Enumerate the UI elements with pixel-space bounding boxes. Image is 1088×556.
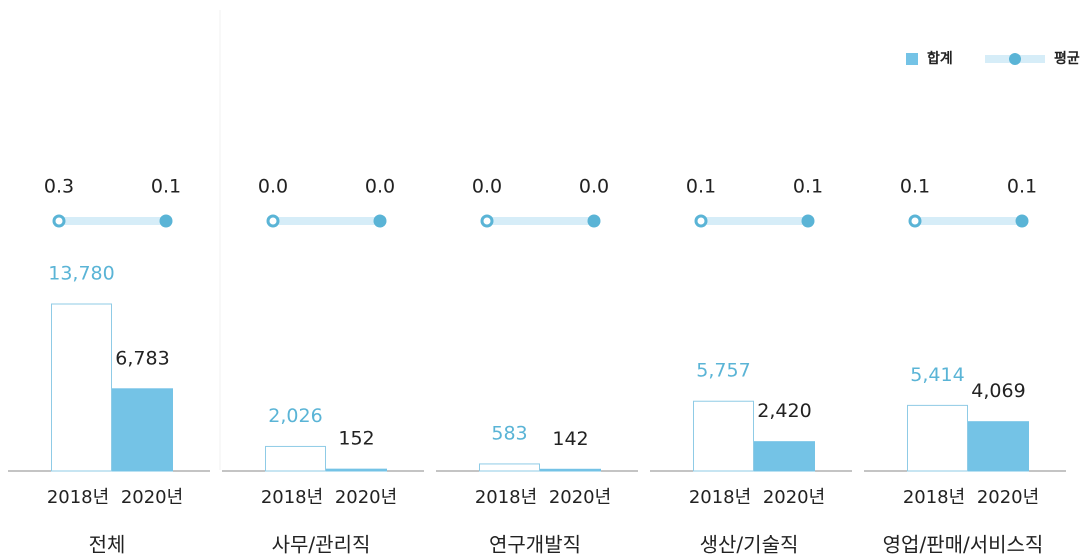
avg-value-label: 0.3: [44, 176, 74, 198]
avg-dot: [587, 214, 601, 228]
avg-dot: [801, 214, 815, 228]
category-label: 연구개발직: [489, 533, 581, 556]
legend-swatch: [906, 53, 918, 65]
year-label: 2018년: [475, 487, 537, 508]
bar-value-label: 6,783: [115, 347, 169, 369]
bar: [479, 463, 540, 472]
avg-value-label: 0.1: [1007, 176, 1037, 198]
avg-value-label: 0.0: [472, 176, 502, 198]
bar: [112, 388, 173, 472]
avg-value-label: 0.1: [900, 176, 930, 198]
bar: [265, 445, 326, 472]
avg-band: [701, 217, 808, 225]
avg-band: [273, 217, 380, 225]
bar: [907, 404, 968, 472]
category-label: 생산/기술직: [700, 533, 799, 556]
category-label: 영업/판매/서비스직: [883, 533, 1044, 556]
bar-value-label: 4,069: [971, 380, 1025, 402]
bar: [754, 441, 815, 472]
bar-value-label: 583: [491, 422, 527, 444]
year-label: 2020년: [121, 487, 183, 508]
avg-band: [59, 217, 166, 225]
bar-value-label: 5,414: [910, 364, 964, 386]
legend-label: 합계: [927, 50, 953, 67]
avg-dot: [266, 214, 280, 228]
bar: [326, 468, 387, 472]
year-label: 2018년: [47, 487, 109, 508]
year-label: 2020년: [335, 487, 397, 508]
bar-value-label: 13,780: [48, 263, 114, 285]
avg-value-label: 0.0: [579, 176, 609, 198]
avg-band: [915, 217, 1022, 225]
avg-dot: [908, 214, 922, 228]
avg-dot: [159, 214, 173, 228]
year-label: 2018년: [903, 487, 965, 508]
avg-dot: [480, 214, 494, 228]
year-label: 2020년: [977, 487, 1039, 508]
bar-value-label: 2,420: [757, 400, 811, 422]
legend-label: 평균: [1054, 50, 1080, 67]
bar-value-label: 142: [552, 428, 588, 450]
year-label: 2018년: [689, 487, 751, 508]
bar-value-label: 152: [338, 428, 374, 450]
avg-value-label: 0.0: [365, 176, 395, 198]
bar: [693, 400, 754, 472]
bar: [968, 421, 1029, 472]
bar: [51, 303, 112, 472]
avg-band: [487, 217, 594, 225]
year-label: 2020년: [763, 487, 825, 508]
avg-value-label: 0.1: [686, 176, 716, 198]
legend-dot: [1009, 53, 1021, 65]
avg-value-label: 0.1: [151, 176, 181, 198]
avg-value-label: 0.1: [793, 176, 823, 198]
year-label: 2018년: [261, 487, 323, 508]
avg-dot: [52, 214, 66, 228]
year-label: 2020년: [549, 487, 611, 508]
bar-value-label: 2,026: [268, 405, 322, 427]
category-label: 사무/관리직: [272, 533, 371, 556]
category-label: 전체: [89, 533, 126, 556]
bar: [540, 468, 601, 472]
avg-dot: [694, 214, 708, 228]
avg-value-label: 0.0: [258, 176, 288, 198]
avg-dot: [373, 214, 387, 228]
avg-dot: [1015, 214, 1029, 228]
bar-value-label: 5,757: [696, 360, 750, 382]
